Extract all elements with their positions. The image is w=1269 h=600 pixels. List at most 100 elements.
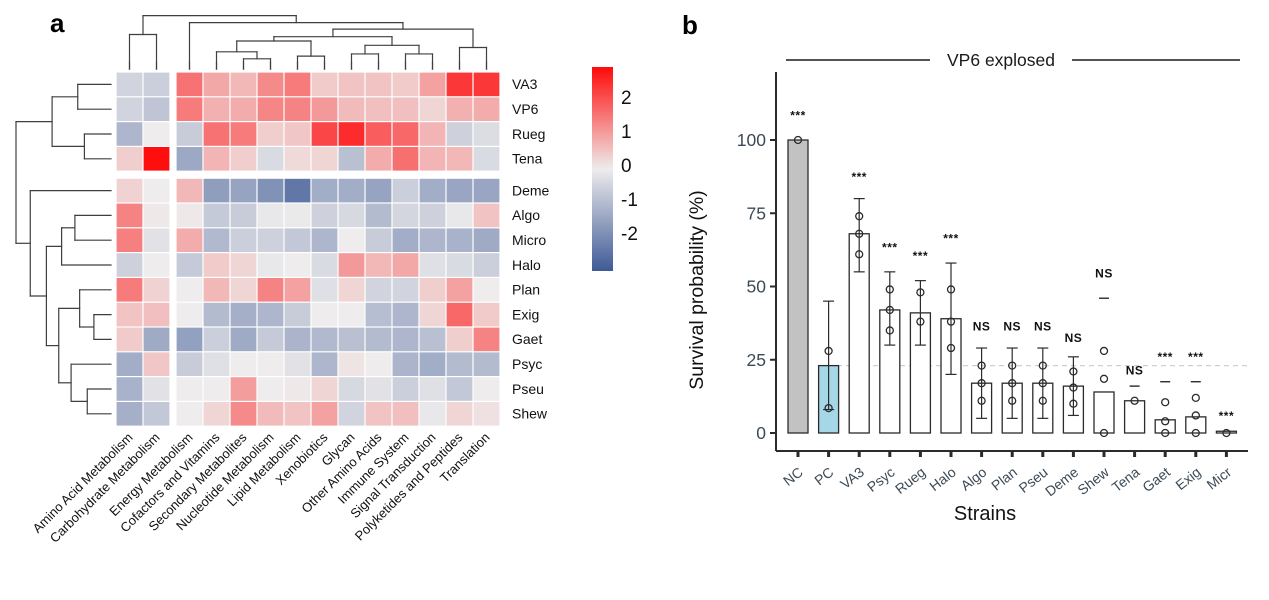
significance-label: NS — [1065, 331, 1083, 345]
heatmap-cell — [230, 402, 257, 426]
heatmap-cell — [116, 377, 143, 401]
heatmap-cell — [392, 253, 419, 277]
heatmap-cell — [446, 228, 473, 252]
row-label: VA3 — [512, 76, 538, 92]
data-point — [855, 250, 864, 259]
heatmap-cell — [392, 203, 419, 228]
heatmap-cell — [419, 72, 446, 97]
heatmap-cell — [419, 122, 446, 146]
heatmap-cell — [392, 147, 419, 171]
heatmap-cell — [419, 377, 446, 401]
heatmap-cell — [365, 147, 392, 171]
heatmap-cell — [446, 302, 473, 327]
x-tick-label: Algo — [958, 464, 990, 494]
heatmap-cell — [284, 377, 311, 401]
x-tick-label: Tena — [1109, 464, 1143, 495]
significance-label: NS — [973, 319, 991, 333]
significance-label: *** — [882, 240, 898, 254]
x-tick-label: Halo — [926, 464, 959, 494]
heatmap-cell — [176, 178, 203, 203]
heatmap-cell — [338, 147, 365, 171]
x-tick-label: Deme — [1042, 464, 1081, 500]
heatmap-cell — [116, 203, 143, 228]
heatmap-cell — [116, 122, 143, 146]
significance-label: NS — [1003, 319, 1021, 333]
heatmap-cell — [311, 377, 338, 401]
heatmap-cell — [419, 147, 446, 171]
error-bars — [823, 198, 1079, 419]
heatmap-cell — [230, 228, 257, 252]
data-point — [1130, 396, 1139, 405]
heatmap-cell — [338, 377, 365, 401]
row-labels: VA3 VP6 Rueg Tena Deme Algo Micro Halo Plan Exig G… — [512, 76, 550, 421]
heatmap-cell — [311, 178, 338, 203]
significance-label: NS — [1034, 319, 1052, 333]
heatmap-cell — [143, 327, 170, 352]
x-tick-label: Shew — [1074, 463, 1112, 498]
heatmap-cell — [257, 377, 284, 401]
heatmap-cell — [143, 178, 170, 203]
colorbar — [592, 67, 613, 271]
row-label: Tena — [512, 151, 543, 167]
heatmap-cell — [419, 178, 446, 203]
heatmap-cell — [311, 352, 338, 376]
x-tick-label: Plan — [988, 464, 1020, 494]
row-label: Shew — [512, 406, 548, 422]
data-point — [885, 285, 894, 294]
heatmap-cell — [338, 122, 365, 146]
heatmap-cell — [143, 253, 170, 277]
heatmap-cell — [176, 72, 203, 97]
heatmap-cell — [338, 327, 365, 352]
barchart-panel: *** *** *** *** *** NS NS NS NS NS NS *** *** *** 0 25 5… — [686, 50, 1248, 525]
heatmap-cell — [419, 402, 446, 426]
heatmap-cell — [257, 178, 284, 203]
heatmap-cell — [143, 203, 170, 228]
heatmap-cell — [365, 278, 392, 302]
data-point — [1191, 428, 1200, 438]
heatmap-cell — [203, 327, 230, 352]
heatmap-cell — [392, 377, 419, 401]
heatmap-cell — [365, 327, 392, 352]
significance-label: *** — [1219, 409, 1235, 423]
heatmap-cell — [203, 278, 230, 302]
heatmap-cell — [203, 147, 230, 171]
significance-labels: *** *** *** *** *** NS NS NS NS NS NS *** *** *** — [790, 108, 1235, 423]
heatmap-cell — [143, 97, 170, 121]
data-point — [977, 396, 986, 405]
heatmap-cell — [365, 253, 392, 277]
data-point — [1008, 379, 1017, 388]
data-point — [946, 285, 956, 294]
bar-NC — [787, 139, 809, 434]
y-tick-label: 0 — [756, 423, 766, 443]
y-tick-labels: 0 25 50 75 100 — [737, 130, 766, 443]
x-tick-label: PC — [811, 464, 836, 489]
heatmap-cell — [365, 402, 392, 426]
heatmap-cell — [284, 352, 311, 376]
x-tick-label: Rueg — [892, 464, 928, 497]
heatmap-cell — [311, 402, 338, 426]
row-label: Deme — [512, 182, 550, 198]
heatmap-cell — [230, 122, 257, 146]
y-tick-label: 25 — [747, 350, 766, 370]
heatmap-cell — [116, 253, 143, 277]
heatmap-cell — [257, 97, 284, 121]
data-point — [1099, 374, 1109, 383]
heatmap-cell — [473, 402, 500, 426]
data-point — [855, 229, 864, 238]
bar-Gaet — [1154, 419, 1176, 434]
significance-label: *** — [790, 108, 806, 122]
data-point — [916, 317, 925, 326]
heatmap-cell — [116, 402, 143, 426]
heatmap-cell — [284, 203, 311, 228]
heatmap-cell — [365, 228, 392, 252]
heatmap-cell — [311, 122, 338, 146]
heatmap-cell — [116, 278, 143, 302]
bar-Tena — [1123, 400, 1146, 434]
colorbar-tick-label: -1 — [621, 190, 638, 211]
heatmap-cell — [473, 377, 500, 401]
heatmap-cell — [473, 253, 500, 277]
heatmap-cell — [116, 72, 143, 97]
row-label: Micro — [512, 232, 546, 248]
data-point — [1069, 383, 1078, 392]
